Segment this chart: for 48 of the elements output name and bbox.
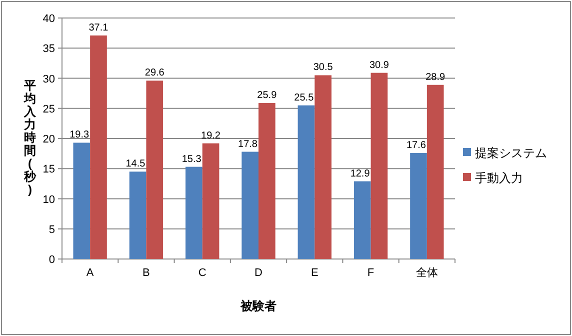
data-label: 37.1 — [88, 22, 109, 34]
data-label: 25.9 — [257, 90, 278, 101]
x-tick-label: B — [142, 267, 150, 279]
x-tick-label: E — [310, 267, 318, 279]
bar — [258, 102, 276, 259]
y-tick-label: 5 — [48, 224, 55, 236]
data-label: 15.3 — [182, 154, 202, 165]
y-tick-label: 40 — [42, 13, 55, 25]
y-tick-label: 30 — [42, 73, 55, 86]
data-label: 14.5 — [126, 158, 146, 170]
data-label: 17.6 — [406, 140, 426, 151]
x-tick-label: A — [86, 267, 94, 279]
bar — [410, 152, 427, 259]
x-tick-label: 全体 — [416, 267, 438, 279]
data-label: 29.6 — [144, 68, 165, 79]
legend-label: 手動入力 — [475, 171, 523, 185]
y-tick-label: 0 — [48, 254, 55, 266]
data-label: 28.9 — [426, 72, 446, 83]
x-axis-title: 被験者 — [240, 299, 276, 313]
data-label: 25.5 — [294, 92, 314, 104]
data-label: 30.9 — [369, 60, 390, 71]
bar — [186, 166, 202, 259]
bar — [354, 181, 371, 259]
bar — [314, 75, 332, 259]
y-tick-label: 20 — [42, 134, 55, 146]
data-label: 19.2 — [201, 130, 221, 142]
bar — [202, 143, 220, 259]
y-tick-label: 10 — [42, 194, 55, 206]
data-label: 12.9 — [350, 168, 370, 180]
text: 平均入力時間(秒) — [24, 78, 36, 196]
legend-label: 提案システム — [475, 146, 547, 160]
y-tick-label: 25 — [42, 103, 55, 116]
bar — [298, 105, 315, 259]
data-label: 30.5 — [313, 62, 334, 74]
y-tick-label: 35 — [42, 43, 55, 56]
y-tick-label: 15 — [42, 164, 55, 176]
bar — [129, 172, 146, 259]
x-tick-label: C — [198, 267, 206, 279]
data-label: 17.8 — [238, 138, 258, 150]
bar — [146, 80, 164, 259]
bar — [90, 35, 107, 259]
bar — [370, 72, 388, 259]
x-tick-label: D — [254, 267, 263, 279]
bar — [426, 84, 444, 259]
bar — [242, 152, 258, 259]
bar — [73, 142, 90, 259]
data-label: 19.3 — [70, 130, 90, 141]
x-tick-label: F — [367, 267, 374, 279]
